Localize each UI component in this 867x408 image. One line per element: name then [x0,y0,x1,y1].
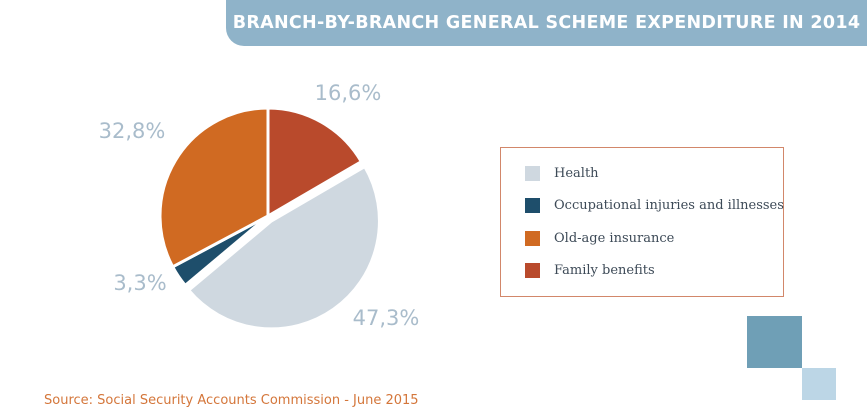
legend-swatch-health [525,166,540,181]
legend-label-family: Family benefits [554,263,655,278]
title-banner: BRANCH-BY-BRANCH GENERAL SCHEME EXPENDIT… [226,0,867,46]
pie-slice-old-age [158,106,270,269]
chart-title: BRANCH-BY-BRANCH GENERAL SCHEME EXPENDIT… [232,13,861,33]
pie-label-family: 16,6% [315,81,382,105]
legend-swatch-old-age [525,231,540,246]
legend-swatch-family [525,263,540,278]
legend-label-old-age: Old-age insurance [554,231,675,246]
pie-slice-health [187,165,381,331]
legend: Health Occupational injuries and illness… [500,147,784,297]
pie-label-occupational: 3,3% [113,271,166,295]
legend-label-occupational: Occupational injuries and illnesses [554,198,784,213]
legend-item-health: Health [525,166,599,181]
pie-label-old-age: 32,8% [99,119,166,143]
legend-item-occupational: Occupational injuries and illnesses [525,198,784,213]
source-note: Source: Social Security Accounts Commiss… [44,393,419,408]
decor-square-light [802,368,836,400]
pie-label-health: 47,3% [353,306,420,330]
legend-item-family: Family benefits [525,263,655,278]
legend-swatch-occupational [525,198,540,213]
pie-slice-family [266,106,363,218]
legend-item-old-age: Old-age insurance [525,231,674,246]
legend-label-health: Health [554,166,599,181]
decor-square-dark [747,316,802,368]
